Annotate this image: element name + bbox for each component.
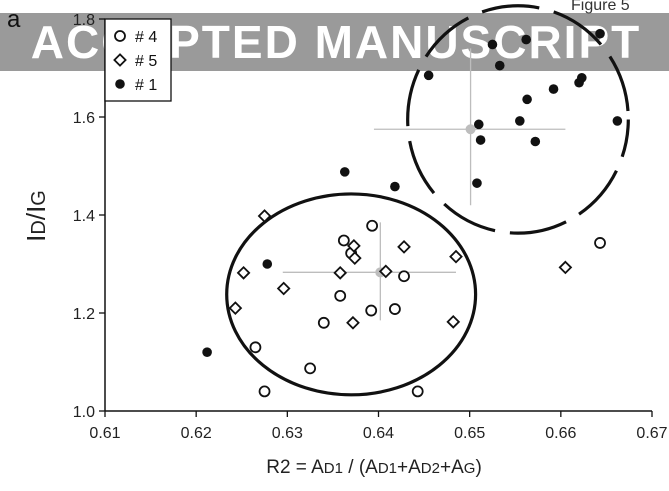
point-sample-5 (558, 260, 573, 275)
point-sample-5 (257, 209, 272, 223)
point-sample-1 (577, 73, 587, 83)
y-axis-label: ID/IG (21, 190, 51, 242)
point-sample-5 (236, 265, 251, 280)
point-sample-1 (521, 34, 531, 45)
cluster-ellipse-dashed (406, 4, 630, 235)
point-sample-4 (398, 270, 410, 283)
y-tick-label: 1.0 (73, 404, 95, 421)
point-sample-5 (446, 314, 461, 329)
centroid-point (465, 124, 476, 135)
point-sample-5 (347, 238, 361, 253)
point-sample-1 (612, 116, 623, 126)
point-sample-4 (317, 316, 330, 329)
point-sample-1 (390, 181, 400, 192)
legend-marker (114, 30, 126, 42)
point-sample-4 (258, 385, 271, 398)
point-sample-1 (339, 167, 350, 177)
figure-label: Figure 5 (571, 0, 630, 14)
x-axis-label: R2 = AD1 / (AD1+AD2+AG) (266, 457, 482, 478)
panel-label: a (7, 6, 21, 33)
point-sample-1 (494, 60, 505, 71)
point-sample-1 (548, 84, 559, 94)
point-sample-4 (365, 304, 378, 317)
point-sample-4 (594, 237, 606, 249)
point-sample-4 (337, 234, 350, 247)
point-sample-1 (487, 39, 498, 50)
y-tick-label: 1.8 (73, 12, 95, 29)
point-sample-5 (397, 239, 411, 254)
x-tick-label: 0.65 (454, 425, 485, 442)
x-tick-label: 0.64 (363, 425, 394, 442)
legend-label: # 5 (135, 53, 157, 70)
point-sample-1 (262, 259, 273, 269)
point-sample-4 (366, 219, 379, 232)
point-sample-1 (475, 135, 486, 145)
point-sample-4 (389, 303, 401, 315)
point-sample-1 (473, 119, 484, 130)
point-sample-5 (449, 249, 463, 264)
point-sample-4 (304, 362, 317, 375)
point-sample-1 (595, 28, 605, 39)
plot-area: 0.61 0.62 0.63 0.64 0.65 0.66 0.67 1.0 1.2 1.4 1.6… (73, 4, 668, 442)
x-tick-label: 0.62 (181, 425, 212, 442)
x-tick-label: 0.61 (89, 425, 120, 442)
point-sample-5 (333, 265, 348, 280)
point-sample-5 (228, 301, 243, 315)
point-sample-1 (423, 70, 434, 81)
cluster-ellipse-solid (225, 192, 478, 397)
x-tick-label: 0.66 (545, 425, 576, 442)
legend-marker (115, 79, 125, 89)
legend-marker (113, 53, 127, 67)
point-sample-1 (472, 178, 482, 188)
y-tick-label: 1.6 (73, 110, 95, 127)
point-sample-1 (202, 347, 212, 358)
legend-label: # 1 (135, 77, 157, 94)
point-sample-5 (347, 251, 362, 265)
y-tick-label: 1.2 (73, 306, 95, 323)
point-sample-5 (346, 315, 360, 330)
point-sample-4 (411, 385, 424, 398)
point-sample-5 (378, 264, 393, 279)
x-tick-label: 0.63 (272, 425, 303, 442)
point-sample-4 (249, 341, 262, 354)
point-sample-4 (334, 289, 347, 302)
y-tick-label: 1.4 (73, 208, 95, 225)
x-tick-label: 0.67 (636, 425, 667, 442)
legend-label: # 4 (135, 29, 157, 46)
point-sample-1 (530, 136, 541, 147)
point-sample-1 (522, 94, 532, 105)
point-sample-5 (276, 281, 291, 296)
point-sample-1 (515, 116, 525, 126)
